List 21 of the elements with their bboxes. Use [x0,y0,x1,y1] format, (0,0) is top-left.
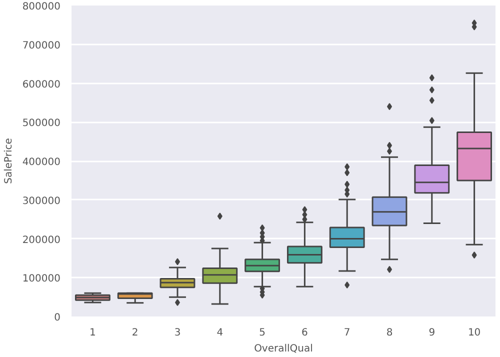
x-tick-label: 8 [386,328,393,338]
x-axis-title: OverallQual [254,344,313,354]
y-tick-label: 0 [54,312,61,324]
y-tick-label: 700000 [22,40,61,52]
x-tick-label: 5 [259,328,266,338]
x-tick-label: 3 [174,328,181,338]
x-tick-label: 1 [90,328,96,338]
y-tick-label: 300000 [22,196,61,207]
x-tick-label: 6 [302,328,308,338]
y-tick-label: 400000 [22,157,61,168]
y-tick-label: 100000 [22,274,61,285]
y-tick-label: 500000 [22,118,61,130]
x-tick-label: 2 [132,328,138,338]
y-tick-label: 800000 [22,2,61,12]
x-tick-label: 10 [468,328,481,338]
y-tick-label: 200000 [22,234,61,246]
x-tick-label: 9 [428,328,436,338]
y-axis-title: SalePrice [3,138,14,184]
x-tick-label: 7 [344,328,350,338]
y-tick-label: 600000 [22,79,61,90]
x-tick-label: 4 [216,328,224,338]
